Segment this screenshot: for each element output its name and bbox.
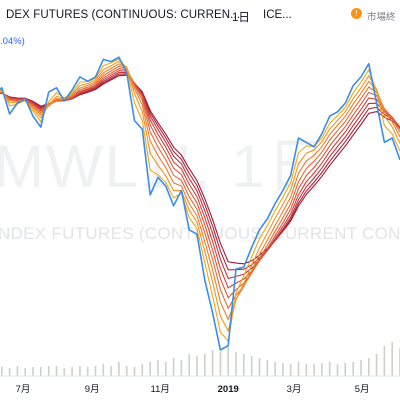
moving-average-line [0, 65, 400, 310]
volume-bar [102, 364, 105, 376]
volume-bar [188, 354, 190, 376]
volume-bar [55, 366, 58, 376]
volume-bar [141, 364, 144, 376]
volume-bar [383, 346, 386, 376]
time-axis-tick: 2019 [218, 384, 239, 395]
volume-bar [94, 366, 97, 376]
market-status-label: 市場終 [367, 12, 396, 23]
price-series-line [0, 56, 400, 351]
volume-bar [289, 364, 292, 376]
volume-bar [321, 363, 323, 376]
moving-average-line [0, 68, 400, 299]
volume-bar [204, 354, 206, 376]
volume-bar [32, 367, 34, 376]
volume-bar [328, 362, 331, 376]
volume-bar [172, 358, 175, 376]
volume-bar [63, 368, 66, 376]
volume-bar [344, 363, 347, 376]
time-axis-tick: 9月 [85, 384, 100, 395]
volume-bar [250, 356, 253, 376]
volume-bar [133, 367, 136, 376]
volume-bar [1, 367, 3, 376]
volume-bar [40, 367, 42, 376]
volume-bar [336, 364, 339, 376]
volume-bar [313, 364, 315, 376]
volume-bar [391, 342, 393, 376]
volume-bar [243, 354, 245, 376]
volume-bar [157, 360, 159, 376]
volume-bar [360, 360, 362, 376]
moving-average-line [0, 60, 400, 333]
volume-bar [71, 367, 73, 376]
volume-bar [110, 366, 112, 376]
volume-bar [47, 366, 50, 376]
volume-bar [227, 346, 229, 376]
volume-bar [149, 362, 151, 376]
volume-bar [211, 350, 214, 376]
volume-bar [282, 363, 284, 376]
volume-bar [8, 368, 11, 376]
price-change-percent: .04%) [0, 36, 25, 47]
time-axis-tick: 3月 [287, 384, 302, 395]
volume-bar [375, 354, 378, 376]
volume-bar [219, 352, 222, 376]
volume-bar [86, 367, 89, 376]
volume-bar [274, 362, 276, 376]
time-axis-labels: 7月 9月 11月 2019 3月 5月 [16, 384, 370, 395]
volume-bar [235, 352, 237, 376]
moving-average-line [0, 74, 400, 265]
time-axis-tick: 7月 [16, 384, 31, 395]
volume-bar [79, 366, 81, 376]
market-status-icon[interactable]: ! [351, 8, 362, 19]
symbol-title[interactable]: DEX FUTURES (CONTINUOUS: CURREN... [6, 9, 241, 21]
volume-bar [125, 366, 128, 376]
price-line [0, 56, 400, 351]
volume-bar [305, 364, 308, 376]
exchange-label[interactable]: ICE... [263, 9, 292, 21]
volume-bar [118, 362, 120, 376]
time-axis-tick: 11月 [151, 384, 170, 395]
volume-bar [266, 360, 269, 376]
volume-bar [16, 366, 19, 376]
chart-header: DEX FUTURES (CONTINUOUS: CURREN... 1日 IC… [0, 0, 400, 32]
volume-bars [1, 342, 400, 376]
volume-bar [180, 360, 183, 376]
moving-average-line [0, 63, 400, 321]
moving-average-line [0, 58, 400, 343]
volume-bar [165, 362, 167, 376]
moving-average-ribbon [0, 58, 400, 343]
volume-bar [196, 356, 198, 376]
volume-bar [352, 362, 354, 376]
interval-label[interactable]: 1日 [232, 12, 250, 24]
volume-bar [297, 362, 300, 376]
volume-bar [24, 368, 26, 376]
time-axis-tick: 5月 [355, 384, 370, 395]
volume-bar [368, 358, 370, 376]
volume-bar [258, 358, 261, 376]
